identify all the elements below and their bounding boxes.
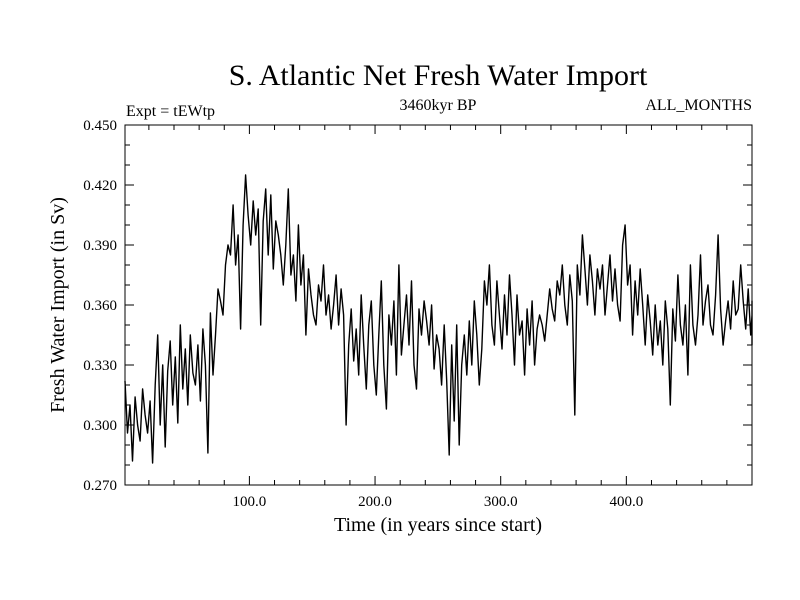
- x-tick-label: 300.0: [484, 494, 518, 510]
- x-tick-label: 100.0: [233, 494, 267, 510]
- y-tick-label: 0.300: [83, 418, 117, 434]
- x-tick-labels: 100.0 200.0 300.0 400.0: [233, 494, 644, 510]
- axis-ticks: [125, 124, 752, 486]
- y-tick-label: 0.270: [83, 478, 117, 494]
- y-tick-label: 0.420: [83, 178, 117, 194]
- x-tick-label: 200.0: [358, 494, 392, 510]
- experiment-label: Expt = tEWtp: [126, 103, 215, 120]
- y-tick-label: 0.450: [83, 118, 117, 134]
- y-tick-label: 0.390: [83, 238, 117, 254]
- months-label: ALL_MONTHS: [645, 97, 752, 114]
- plot-frame: [124, 124, 753, 486]
- y-tick-label: 0.330: [83, 358, 117, 374]
- y-tick-labels: 0.270 0.300 0.330 0.360 0.390 0.420 0.450: [83, 118, 117, 494]
- y-tick-label: 0.360: [83, 298, 117, 314]
- period-label: 3460kyr BP: [400, 97, 477, 114]
- chart-title: S. Atlantic Net Fresh Water Import: [229, 59, 648, 92]
- x-tick-label: 400.0: [609, 494, 643, 510]
- x-axis-label: Time (in years since start): [334, 514, 542, 536]
- y-axis-label: Fresh Water Import (in Sv): [47, 197, 69, 413]
- series-line-fresh-water-import: [124, 174, 753, 464]
